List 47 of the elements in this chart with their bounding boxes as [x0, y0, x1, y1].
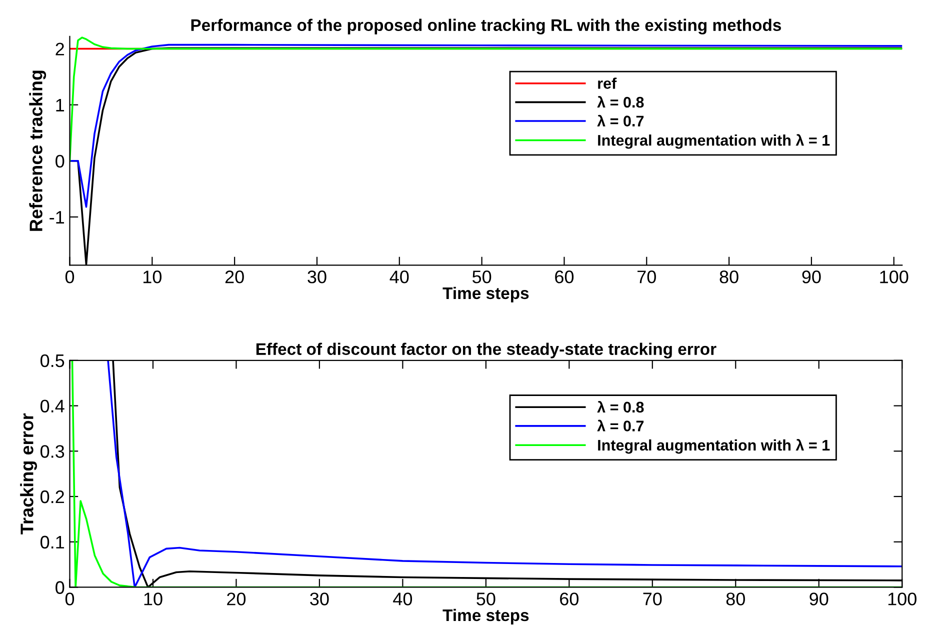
- x-tick-label: 10: [144, 592, 162, 606]
- legend-label: λ = 0.8: [597, 400, 644, 413]
- legend-label: Integral augmentation with λ = 1: [598, 439, 830, 454]
- y-tick-label: 2: [56, 42, 64, 56]
- y-tick-label: -1: [50, 211, 64, 224]
- chart-title: Effect of discount factor on the steady-state tracking error: [256, 342, 716, 358]
- x-tick-label: 100: [880, 270, 908, 284]
- x-tick-label: 70: [643, 592, 662, 606]
- y-tick-label: 0.4: [40, 400, 64, 412]
- x-tick-label: 70: [638, 270, 656, 284]
- x-tick-label: 40: [390, 270, 409, 284]
- x-tick-label: 60: [555, 270, 574, 284]
- x-tick-label: 20: [225, 270, 244, 284]
- x-tick-label: 50: [476, 592, 496, 606]
- x-tick-label: 90: [810, 592, 828, 606]
- legend-label: λ = 0.7: [597, 420, 644, 432]
- legend-label: λ = 0.7: [597, 114, 644, 126]
- y-axis-title: Reference tracking: [29, 70, 46, 231]
- y-tick-label: 0.3: [40, 445, 64, 458]
- x-tick-label: 90: [802, 270, 821, 284]
- x-tick-label: 0: [65, 592, 74, 606]
- x-axis-title: Time steps: [442, 608, 529, 624]
- y-tick-label: 0.2: [40, 490, 64, 504]
- x-tick-label: 100: [888, 592, 916, 606]
- x-tick-label: 30: [310, 592, 329, 606]
- y-tick-label: 1: [56, 98, 64, 112]
- y-tick-label: 0: [56, 154, 64, 168]
- legend-label: λ = 0.8: [597, 96, 644, 108]
- x-tick-label: 60: [560, 592, 578, 606]
- legend-label: Integral augmentation with λ = 1: [598, 134, 830, 149]
- x-tick-label: 20: [227, 592, 246, 606]
- x-tick-label: 80: [726, 592, 745, 606]
- x-tick-label: 40: [393, 592, 412, 606]
- line-series: [70, 44, 902, 208]
- line-series: [70, 36, 902, 162]
- y-tick-label: 0.5: [40, 354, 64, 368]
- x-tick-label: 30: [308, 270, 326, 284]
- y-tick-label: 0: [56, 581, 64, 594]
- x-tick-label: 0: [65, 270, 74, 284]
- x-axis-title: Time steps: [442, 286, 529, 302]
- legend-label: ref: [598, 78, 617, 89]
- x-tick-label: 50: [472, 270, 492, 284]
- x-tick-label: 80: [720, 270, 738, 284]
- y-axis-title: Tracking error: [20, 413, 38, 534]
- x-tick-label: 10: [143, 270, 162, 284]
- chart-title: Performance of the proposed online tracking RL with the existing methods: [191, 18, 781, 34]
- y-tick-label: 0.1: [40, 536, 64, 549]
